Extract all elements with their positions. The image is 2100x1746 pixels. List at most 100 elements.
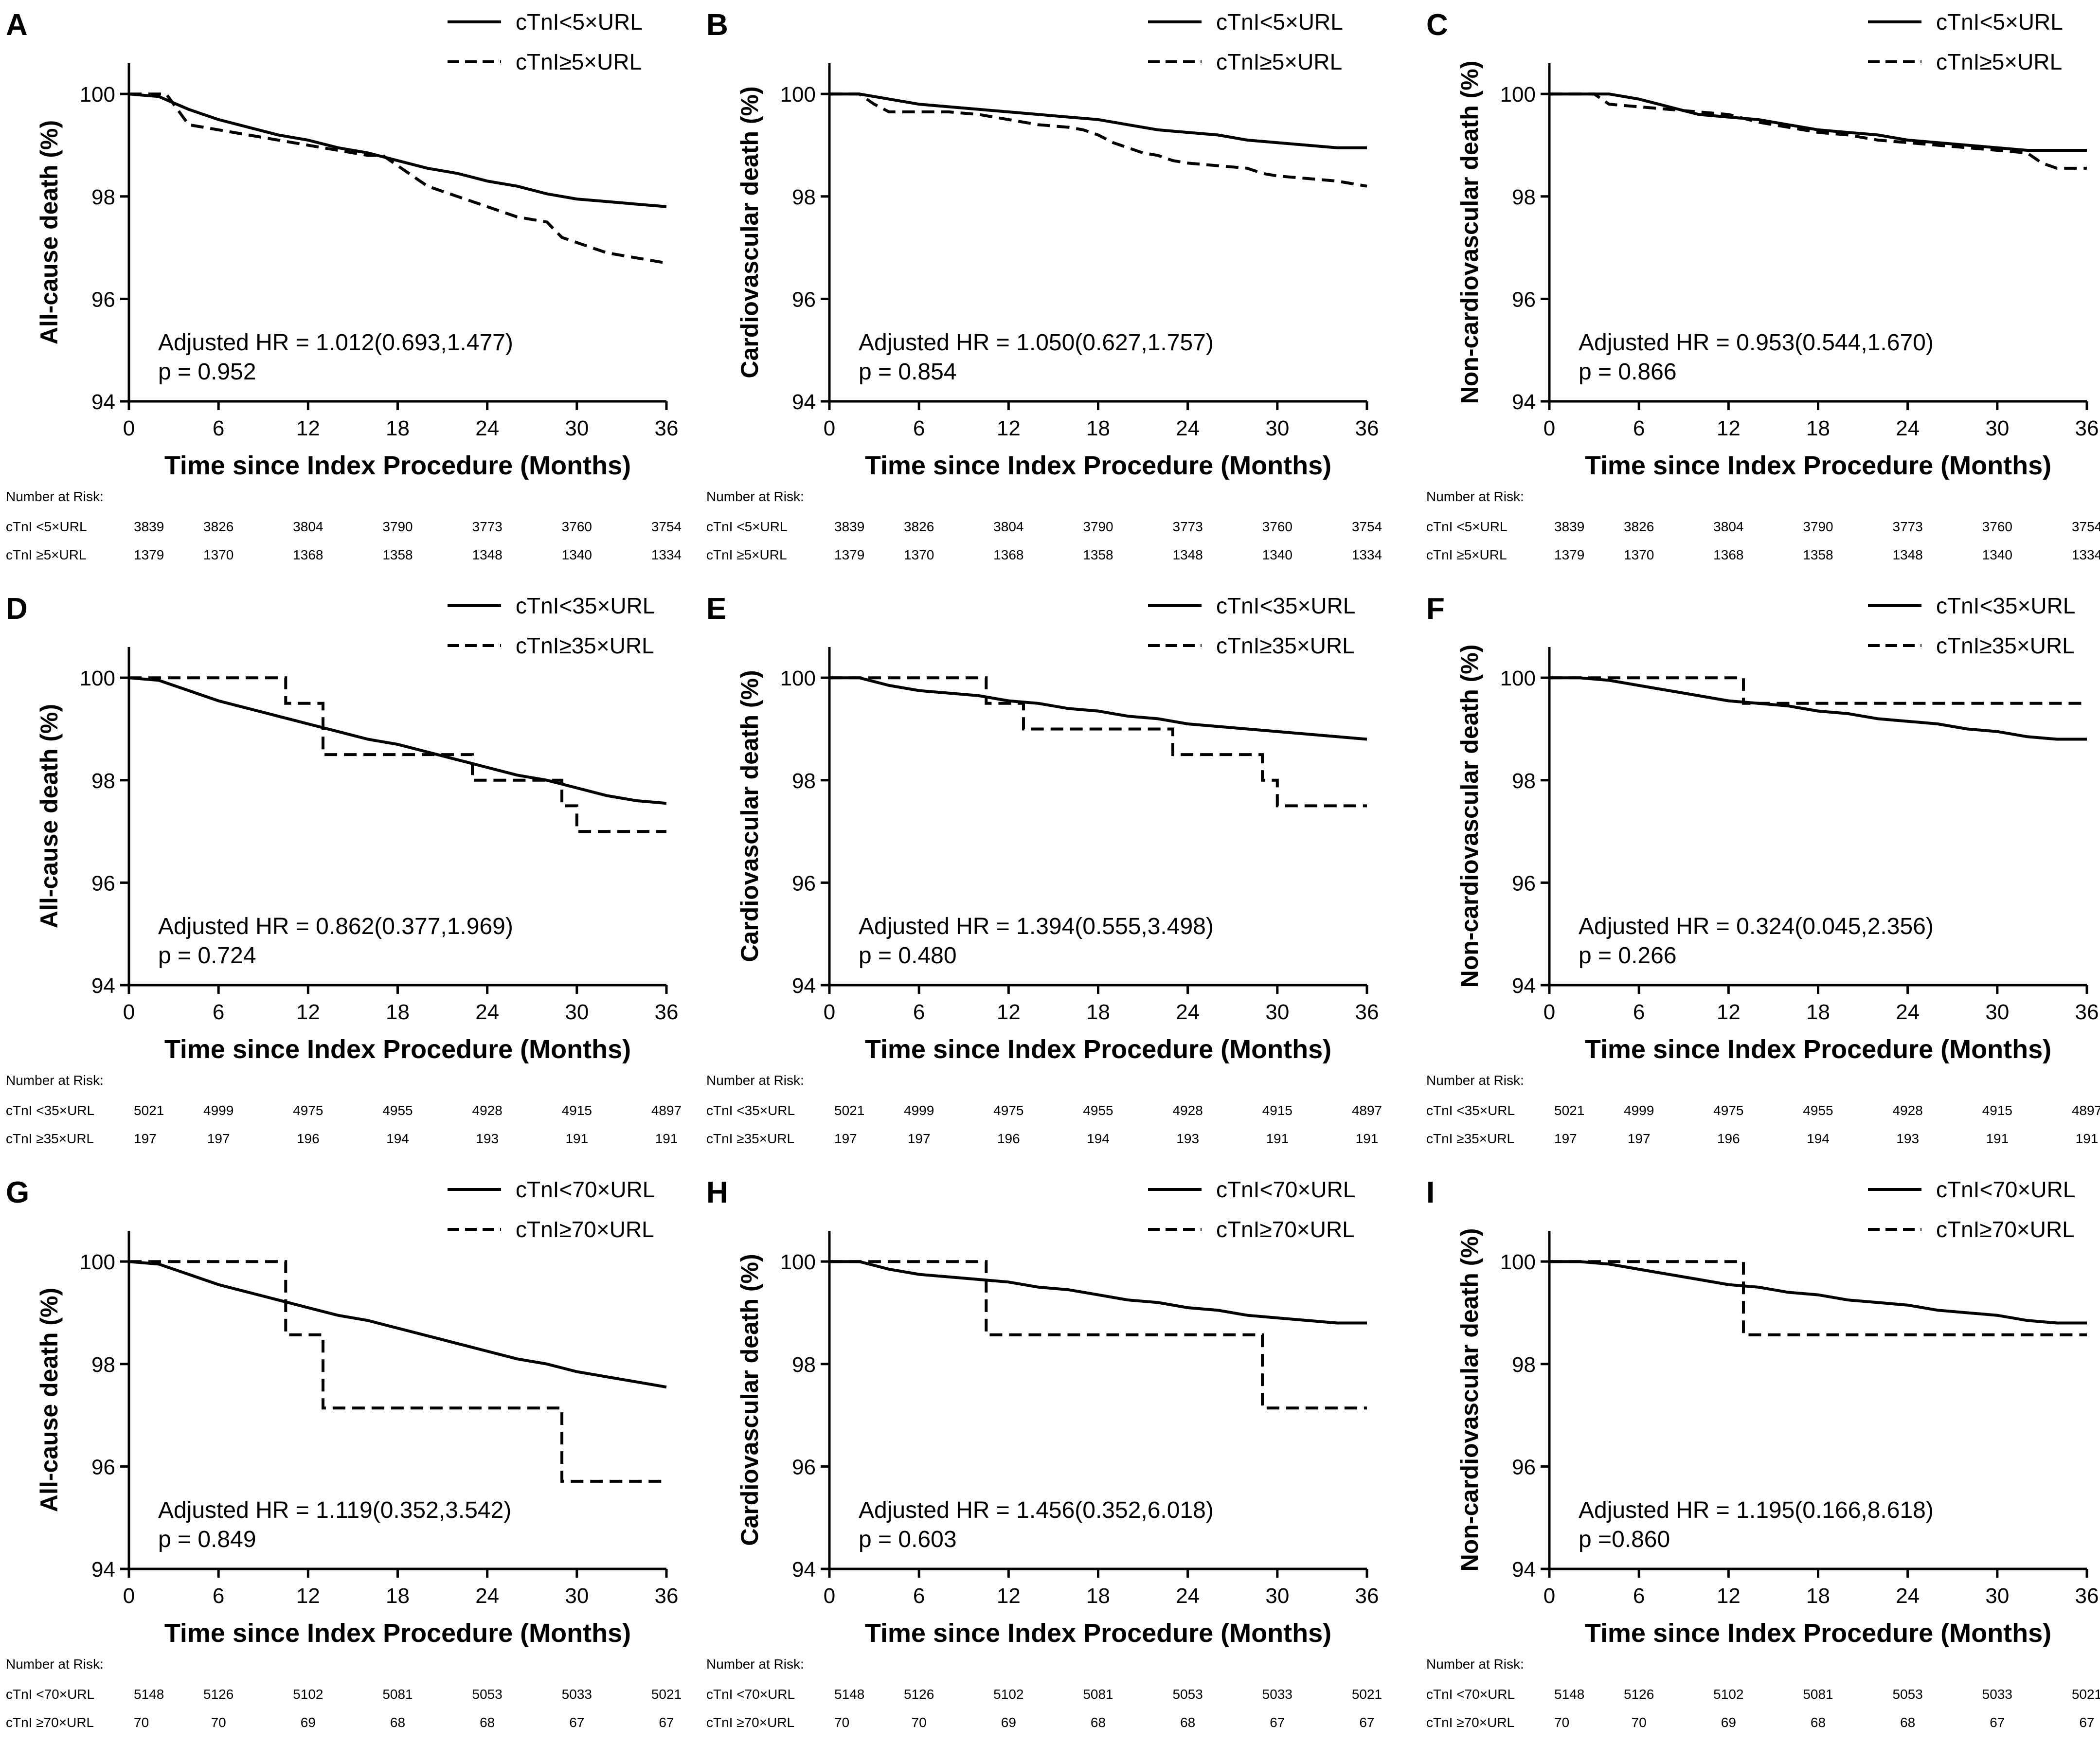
y-tick-label: 98	[792, 769, 816, 793]
x-tick-label: 18	[386, 1584, 410, 1608]
risk-count: 5053	[1173, 1687, 1203, 1702]
risk-count: 5081	[1083, 1687, 1113, 1702]
risk-count: 5102	[293, 1687, 323, 1702]
series-line-high-troponin	[829, 92, 1367, 188]
x-tick-label: 12	[1717, 1000, 1741, 1024]
risk-count: 5021	[134, 1103, 164, 1118]
x-tick-label: 36	[655, 416, 679, 440]
risk-count: 3790	[1083, 519, 1113, 534]
risk-count: 5126	[1624, 1687, 1654, 1702]
risk-count: 5033	[562, 1687, 592, 1702]
risk-count: 68	[1091, 1715, 1106, 1730]
p-value-text: p = 0.849	[158, 1527, 256, 1552]
panel-label: F	[1426, 592, 1445, 626]
chart-panel-b: B 94 96 98 100 0 6 12 18 24 30 36 Time since Index P…	[706, 8, 1382, 562]
risk-count: 191	[1986, 1131, 2009, 1146]
risk-count: 1358	[1083, 547, 1113, 562]
chart-panel-e: E 94 96 98 100 0 6 12 18 24 30 36 Time since Index P…	[706, 592, 1382, 1146]
risk-count: 3790	[1803, 519, 1833, 534]
risk-count: 4999	[1624, 1103, 1654, 1118]
p-value-text: p = 0.266	[1579, 943, 1677, 969]
risk-count: 69	[1001, 1715, 1016, 1730]
x-tick-label: 12	[997, 416, 1021, 440]
x-tick-label: 12	[997, 1000, 1021, 1024]
risk-count: 1379	[1554, 547, 1584, 562]
x-tick-label: 18	[386, 1000, 410, 1024]
panel-label: H	[706, 1176, 728, 1209]
risk-count: 5148	[1554, 1687, 1584, 1702]
risk-count: 5148	[834, 1687, 864, 1702]
risk-count: 70	[1632, 1715, 1647, 1730]
y-tick-label: 94	[792, 974, 816, 998]
risk-row-label: cTnI ≥70×URL	[1426, 1715, 1514, 1730]
x-tick-label: 24	[475, 416, 499, 440]
risk-count: 67	[1359, 1715, 1374, 1730]
risk-count: 68	[1811, 1715, 1826, 1730]
risk-count: 3839	[134, 519, 164, 534]
risk-count: 5021	[651, 1687, 682, 1702]
legend-label: cTnI<35×URL	[1216, 593, 1355, 618]
legend-label: cTnI<5×URL	[516, 9, 643, 35]
risk-count: 3839	[834, 519, 864, 534]
y-tick-label: 100	[80, 666, 115, 690]
hazard-ratio-text: Adjusted HR = 1.195(0.166,8.618)	[1579, 1497, 1934, 1523]
risk-count: 70	[834, 1715, 849, 1730]
x-tick-label: 12	[296, 1584, 320, 1608]
legend-label: cTnI≥70×URL	[516, 1217, 654, 1242]
x-tick-label: 24	[1896, 1000, 1920, 1024]
y-tick-label: 94	[1512, 390, 1536, 414]
y-tick-label: 100	[1500, 1250, 1536, 1274]
x-tick-label: 30	[1985, 416, 2009, 440]
risk-count: 3839	[1554, 519, 1584, 534]
legend-label: cTnI<70×URL	[516, 1177, 655, 1202]
x-tick-label: 0	[824, 1584, 835, 1608]
risk-count: 4928	[1893, 1103, 1923, 1118]
x-tick-label: 18	[1086, 1000, 1110, 1024]
risk-count: 3826	[904, 519, 934, 534]
risk-count: 4928	[1173, 1103, 1203, 1118]
risk-count: 1334	[1352, 547, 1382, 562]
x-tick-label: 12	[1717, 1584, 1741, 1608]
risk-count: 5102	[993, 1687, 1023, 1702]
x-tick-label: 6	[1633, 1584, 1645, 1608]
series-line-low-troponin	[829, 676, 1367, 741]
risk-row-label: cTnI <5×URL	[706, 519, 788, 534]
panel-label: B	[706, 8, 728, 42]
y-tick-label: 98	[1512, 185, 1536, 209]
risk-count: 5033	[1982, 1687, 2012, 1702]
series-line-high-troponin	[129, 1260, 666, 1483]
series-line-low-troponin	[1549, 92, 2087, 152]
x-tick-label: 0	[123, 416, 135, 440]
y-tick-label: 100	[780, 83, 816, 107]
chart-panel-h: H 94 96 98 100 0 6 12 18 24 30 36 Time since Index P…	[706, 1176, 1382, 1730]
y-tick-label: 100	[780, 666, 816, 690]
risk-count: 5033	[1262, 1687, 1292, 1702]
x-axis-title: Time since Index Procedure (Months)	[164, 1619, 631, 1648]
risk-count: 1358	[382, 547, 413, 562]
y-tick-label: 96	[1512, 871, 1536, 895]
risk-count: 1358	[1803, 547, 1833, 562]
risk-table-header: Number at Risk:	[706, 1073, 804, 1088]
risk-row-label: cTnI ≥70×URL	[6, 1715, 94, 1730]
x-tick-label: 6	[1633, 416, 1645, 440]
y-tick-label: 96	[91, 288, 115, 311]
x-tick-label: 24	[1896, 416, 1920, 440]
risk-count: 3760	[1262, 519, 1292, 534]
series-line-low-troponin	[128, 1260, 667, 1389]
risk-count: 3826	[1624, 519, 1654, 534]
panel-label: G	[6, 1176, 29, 1209]
y-axis-title: All-cause death (%)	[36, 704, 63, 928]
risk-table-header: Number at Risk:	[1426, 1656, 1524, 1672]
risk-count: 1340	[1982, 547, 2012, 562]
risk-count: 3804	[293, 519, 323, 534]
p-value-text: p =0.860	[1579, 1527, 1670, 1552]
x-tick-label: 18	[1806, 1584, 1830, 1608]
legend-label: cTnI≥5×URL	[516, 49, 642, 74]
risk-count: 191	[1266, 1131, 1289, 1146]
risk-count: 69	[301, 1715, 316, 1730]
x-axis-title: Time since Index Procedure (Months)	[164, 451, 631, 480]
risk-count: 67	[1270, 1715, 1285, 1730]
y-tick-label: 96	[91, 1455, 115, 1479]
risk-count: 68	[390, 1715, 405, 1730]
risk-count: 3790	[382, 519, 413, 534]
